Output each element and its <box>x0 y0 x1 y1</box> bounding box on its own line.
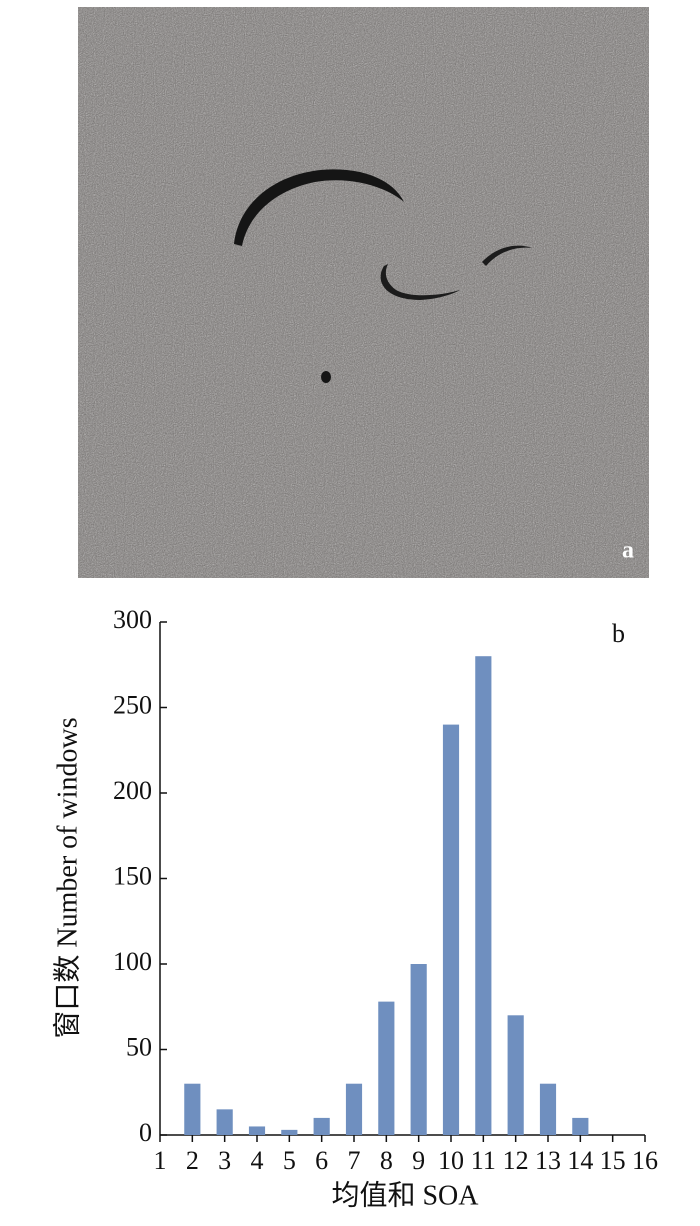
x-tick-label: 1 <box>154 1146 167 1175</box>
x-tick-label: 13 <box>535 1146 561 1175</box>
bar <box>184 1083 201 1135</box>
panel-label: a <box>622 538 634 564</box>
arc <box>482 245 532 266</box>
x-tick-label: 14 <box>567 1146 593 1175</box>
chart: b 均值和 SOA 窗口数 Number of windows 05010015… <box>51 605 658 1211</box>
x-tick-label: 15 <box>600 1146 626 1175</box>
bar <box>442 724 460 1135</box>
y-tick-label: 0 <box>139 1118 152 1147</box>
bar <box>248 1126 266 1135</box>
micrograph: a <box>78 7 649 578</box>
bar <box>378 1001 395 1135</box>
x-tick-label: 3 <box>218 1146 231 1175</box>
x-tick-label: 12 <box>503 1146 529 1175</box>
x-tick-label: 6 <box>315 1146 328 1175</box>
y-tick-label: 50 <box>126 1032 152 1061</box>
y-axis-label: 窗口数 Number of windows <box>51 717 83 1038</box>
bar <box>572 1117 589 1135</box>
x-tick-label: 16 <box>632 1146 658 1175</box>
x-tick-label: 10 <box>438 1146 464 1175</box>
x-axis-label: 均值和 SOA <box>331 1179 479 1211</box>
y-tick-label: 100 <box>113 947 152 976</box>
panel-label: b <box>612 619 625 648</box>
bar <box>507 1015 524 1135</box>
bar <box>345 1083 363 1135</box>
y-tick-label: 150 <box>113 861 152 890</box>
x-tick-label: 5 <box>283 1146 296 1175</box>
x-tick-label: 4 <box>251 1146 264 1175</box>
bar <box>410 964 427 1135</box>
y-tick-label: 250 <box>113 690 152 719</box>
x-tick-label: 9 <box>412 1146 425 1175</box>
image-noise <box>78 7 649 578</box>
x-tick-label: 11 <box>471 1146 496 1175</box>
bar <box>475 656 492 1135</box>
x-tick-label: 8 <box>380 1146 393 1175</box>
x-tick-label: 7 <box>348 1146 361 1175</box>
x-tick-label: 2 <box>186 1146 199 1175</box>
bar <box>313 1117 330 1135</box>
arc <box>234 169 404 246</box>
y-tick-label: 200 <box>113 776 152 805</box>
bar <box>281 1129 298 1135</box>
bar <box>539 1083 557 1135</box>
y-tick-label: 300 <box>113 605 152 634</box>
bar <box>216 1109 233 1135</box>
spot <box>321 371 331 383</box>
